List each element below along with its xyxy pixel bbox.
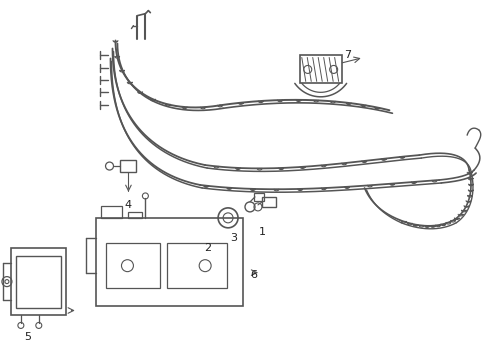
Bar bbox=[96, 218, 243, 306]
Bar bbox=[11, 248, 66, 315]
Text: 5: 5 bbox=[24, 332, 31, 342]
Bar bbox=[300, 55, 342, 84]
Bar bbox=[16, 256, 61, 307]
Text: 3: 3 bbox=[230, 233, 238, 243]
Bar bbox=[100, 206, 122, 218]
Bar bbox=[128, 212, 143, 218]
Text: 7: 7 bbox=[344, 50, 351, 60]
Text: 2: 2 bbox=[205, 243, 212, 253]
Bar bbox=[121, 160, 136, 172]
Bar bbox=[262, 197, 276, 207]
Bar bbox=[254, 193, 264, 201]
Text: 6: 6 bbox=[250, 270, 257, 280]
Bar bbox=[167, 243, 227, 288]
Text: 4: 4 bbox=[125, 200, 132, 210]
Text: 1: 1 bbox=[258, 227, 266, 237]
Bar bbox=[105, 243, 160, 288]
